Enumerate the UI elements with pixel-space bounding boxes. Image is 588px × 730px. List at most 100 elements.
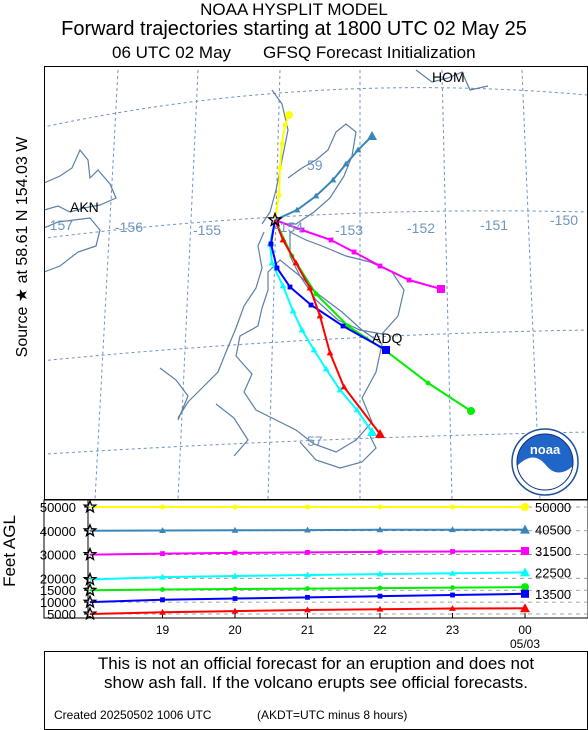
source-location-label: Source ★ at 58.61 N 154.03 W: [14, 136, 31, 358]
timezone-note: (AKDT=UTC minus 8 hours): [257, 708, 408, 722]
altitude-point: [521, 546, 529, 555]
x-tick-label: 19: [156, 623, 170, 637]
trajectory-50000: [274, 111, 293, 221]
latitude-label: 59: [307, 157, 323, 173]
altitude-point: [304, 571, 311, 578]
altitude-point: [231, 526, 239, 533]
x-tick-label: 23: [446, 623, 460, 637]
altitude-point: [520, 567, 530, 577]
altitude-point: [231, 607, 239, 614]
trajectory-point: [326, 349, 334, 356]
trajectory-point: [274, 265, 280, 271]
altitude-point: [450, 585, 455, 591]
altitude-point: [231, 572, 239, 579]
trajectory-20000: [266, 219, 377, 436]
altitude-point: [160, 587, 165, 592]
x-tick-label: 22: [373, 623, 387, 637]
altitude-point: [160, 597, 165, 603]
x-tick-label: 21: [301, 623, 315, 637]
altitude-point: [160, 551, 165, 557]
trajectory-point: [279, 236, 287, 243]
coastline: [299, 435, 377, 469]
altitude-point: [305, 504, 310, 510]
trajectory-point: [377, 263, 383, 269]
altitude-series-10000: 13500: [82, 587, 571, 609]
altitude-point: [377, 504, 383, 510]
altitude-point: [376, 526, 384, 533]
latitude-line: [44, 329, 588, 362]
coastline: [44, 148, 117, 213]
altitude-series-30000: 31500: [82, 544, 571, 561]
x-tick-label: 20: [228, 623, 242, 637]
trajectory-point: [292, 259, 300, 266]
altitude-point: [450, 549, 455, 554]
series-end-label: 13500: [535, 587, 571, 602]
trajectory-point: [406, 277, 412, 283]
coastline: [289, 231, 405, 335]
trajectory-point: [287, 284, 293, 290]
trajectory-point: [367, 131, 377, 140]
longitude-line: [94, 69, 119, 500]
trajectory-point: [425, 380, 431, 386]
coastline: [261, 89, 289, 225]
altitude-point: [305, 586, 310, 591]
altitude-point: [449, 605, 456, 611]
trajectory-point: [268, 259, 276, 266]
altitude-point: [377, 549, 383, 555]
longitude-label: -152: [407, 220, 435, 236]
coastline: [159, 367, 189, 421]
altitude-point: [159, 608, 166, 615]
longitude-label: -155: [193, 222, 221, 238]
altitude-point: [521, 583, 529, 592]
coastline: [44, 217, 101, 273]
trajectory-point: [351, 249, 357, 255]
trajectory-point: [293, 206, 301, 213]
trajectory-point: [340, 323, 346, 329]
trajectory-point: [298, 326, 306, 333]
created-timestamp: Created 20250502 1006 UTC: [54, 708, 212, 722]
trajectory-point: [367, 427, 377, 436]
trajectory-point: [313, 291, 319, 297]
longitude-line: [177, 69, 199, 500]
altitude-point: [232, 586, 238, 592]
altitude-point: [232, 504, 238, 510]
title-line-3-model: GFSQ Forecast Initialization: [263, 43, 476, 62]
trajectory-point: [467, 407, 475, 415]
trajectory-point: [329, 176, 337, 183]
altitude-point: [377, 585, 383, 591]
altitude-series-40000: 40500: [82, 522, 571, 538]
place-label: ADQ: [372, 330, 402, 346]
trajectory-point: [279, 141, 285, 147]
trajectory-point: [316, 312, 324, 319]
trajectory-5000: [274, 219, 385, 438]
place-label: AKN: [70, 199, 99, 215]
y-tick-label: 20000: [40, 571, 76, 586]
trajectory-map: AKN ADQ HOM -157 -156 -155 -154 -153 -152 -151 -15…: [44, 69, 588, 500]
trajectory-point: [279, 282, 287, 289]
trajectory-point: [353, 406, 361, 413]
trajectory-point: [282, 122, 288, 128]
altitude-start-star-icon: [82, 546, 98, 561]
trajectory-point: [328, 237, 334, 243]
longitude-label: -157: [45, 217, 73, 233]
trajectory-point: [308, 302, 314, 308]
coastline: [286, 123, 357, 225]
series-end-label: 31500: [535, 544, 571, 559]
trajectory-point: [437, 285, 445, 293]
trajectory-point: [336, 386, 344, 393]
altitude-point: [450, 592, 455, 598]
altitude-series-15000: [82, 582, 529, 597]
disclaimer-box: This is not an official forecast for an …: [44, 651, 588, 730]
latitude-label: 57: [307, 433, 323, 449]
altitude-point: [376, 605, 384, 612]
map-labels: AKN ADQ HOM -157 -156 -155 -154 -153 -152 -151 -15…: [45, 69, 578, 449]
altitude-start-star-icon: [82, 522, 98, 538]
altitude-point: [520, 524, 530, 534]
altitude-point: [160, 504, 165, 510]
logo-text: noaa: [530, 442, 561, 457]
longitude-label: -150: [550, 212, 578, 228]
altitude-point: [377, 593, 383, 599]
source-star-icon: [267, 211, 283, 227]
series-end-label: 40500: [535, 523, 571, 538]
trajectory-point: [354, 146, 362, 153]
